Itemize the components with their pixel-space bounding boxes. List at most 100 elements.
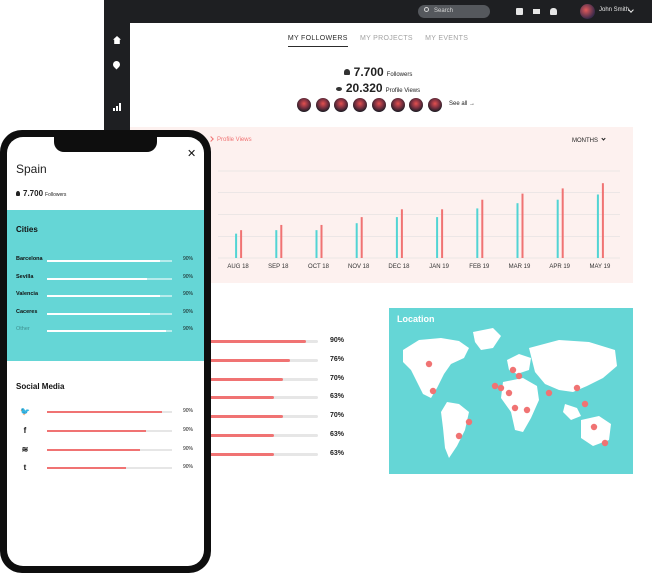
tab-my-projects[interactable]: MY PROJECTS — [359, 35, 413, 42]
location-marker[interactable] — [429, 387, 437, 395]
city-row: Valencia 90% — [16, 291, 196, 299]
bar-fill — [200, 434, 275, 437]
bar-track — [200, 340, 318, 343]
twitter-icon: 🐦 — [20, 407, 30, 416]
home-icon[interactable] — [113, 36, 121, 44]
bar-value: 70% — [330, 374, 345, 382]
x-tick-label: JAN 19 — [429, 264, 449, 270]
followers-label: Followers — [386, 72, 413, 78]
followers-count: 7.700 — [353, 65, 384, 79]
city-name: Sevilla — [16, 273, 34, 280]
chart-bar — [355, 223, 358, 258]
social-row: f 90% — [20, 426, 200, 436]
location-marker[interactable] — [425, 360, 433, 368]
x-tick-label: MAR 19 — [509, 264, 531, 270]
bar-value: 70% — [330, 412, 345, 420]
city-row: Caceres 90% — [16, 309, 196, 317]
chart-bar — [436, 217, 439, 258]
follower-avatar[interactable] — [409, 98, 424, 112]
bar-value: 76% — [330, 355, 345, 363]
location-marker[interactable] — [545, 389, 553, 397]
follower-avatar[interactable] — [427, 98, 442, 112]
landmass — [403, 338, 469, 398]
location-marker[interactable] — [511, 404, 519, 412]
bar-fill — [200, 415, 283, 419]
follower-avatar[interactable] — [371, 98, 386, 112]
user-avatar[interactable] — [580, 4, 595, 19]
follower-avatar[interactable] — [297, 98, 311, 112]
location-marker[interactable] — [509, 366, 517, 374]
city-value: 90% — [183, 291, 194, 297]
mail-icon[interactable] — [533, 9, 540, 14]
social-row: t 90% — [20, 463, 200, 473]
close-icon[interactable]: ✕ — [187, 148, 197, 160]
bar-track — [200, 452, 318, 456]
bar-fill — [200, 452, 275, 456]
stats-icon[interactable] — [113, 103, 121, 111]
chart-bar — [516, 203, 519, 258]
social-bar-track — [47, 429, 172, 432]
eye-icon — [335, 87, 342, 91]
bar-fill — [200, 358, 290, 362]
location-marker[interactable] — [515, 372, 523, 380]
location-marker[interactable] — [497, 384, 505, 392]
city-name: Other — [16, 326, 30, 332]
user-name[interactable]: John Smith — [599, 7, 630, 13]
follower-avatar[interactable] — [334, 98, 349, 112]
social-value: 90% — [183, 426, 194, 433]
x-tick-label: DEC 18 — [388, 264, 410, 270]
views-chart-panel: AUG 18 SEP 18 OCT 18 NOV 18 DEC 18 JAN 19 FEB … — [130, 127, 633, 283]
tabs: MY FOLLOWERS MY PROJECTS MY EVENTS — [104, 35, 652, 47]
chart-bar — [400, 209, 403, 258]
calendar-icon[interactable] — [516, 8, 523, 15]
x-tick-label: AUG 18 — [227, 264, 249, 270]
location-panel: Location — [389, 308, 633, 474]
location-marker[interactable] — [601, 439, 609, 447]
x-tick-label: NOV 18 — [348, 264, 370, 270]
social-bar-track — [47, 411, 172, 413]
x-tick-label: SEP 18 — [268, 264, 289, 270]
location-marker[interactable] — [505, 389, 513, 397]
search-input[interactable]: Search — [418, 5, 490, 18]
location-marker[interactable] — [455, 432, 463, 440]
profile-views-legend[interactable]: Profile Views — [208, 136, 252, 143]
location-marker[interactable] — [491, 382, 499, 390]
tab-my-events[interactable]: MY EVENTS — [425, 35, 469, 42]
cities-panel: Cities Barcelona 90% Sevilla 90% Valencia 90%… — [7, 210, 204, 361]
chart-bar — [556, 199, 559, 258]
chart-bar — [561, 188, 564, 258]
bar-track — [200, 434, 318, 437]
location-marker[interactable] — [573, 384, 581, 392]
country-followers: 7.700 Followers — [16, 189, 66, 198]
city-name: Caceres — [16, 308, 38, 315]
chart-bar — [240, 230, 243, 258]
top-navbar: Search John Smith — [104, 0, 652, 23]
views-stat: 20.320 Profile Views — [104, 79, 652, 97]
social-row: ≋ 90% — [20, 445, 200, 455]
follower-avatar[interactable] — [353, 98, 368, 112]
follower-avatar[interactable] — [390, 98, 405, 112]
chevron-down-icon[interactable] — [628, 7, 634, 13]
x-tick-label: MAY 19 — [590, 264, 611, 270]
see-all-link[interactable]: See all → — [449, 101, 475, 107]
follower-avatar[interactable] — [315, 98, 330, 112]
city-bar-fill — [47, 277, 147, 280]
world-map — [403, 328, 617, 458]
person-icon — [16, 191, 20, 196]
location-marker[interactable] — [590, 423, 598, 431]
city-value: 90% — [183, 308, 194, 315]
location-marker[interactable] — [465, 418, 473, 426]
tab-my-followers[interactable]: MY FOLLOWERS — [287, 35, 348, 47]
location-marker[interactable] — [581, 400, 589, 408]
period-dropdown[interactable]: MONTHS — [572, 136, 606, 144]
chevron-down-icon — [601, 136, 606, 141]
x-tick-label: APR 19 — [549, 264, 570, 270]
bar-value: 63% — [330, 449, 345, 457]
location-marker[interactable] — [523, 406, 531, 414]
views-bar-chart: AUG 18 SEP 18 OCT 18 NOV 18 DEC 18 JAN 19 FEB … — [218, 170, 620, 270]
bell-icon[interactable] — [550, 8, 557, 15]
spotify-icon: ≋ — [21, 444, 29, 454]
city-bar-fill — [47, 260, 160, 262]
person-icon — [343, 69, 350, 75]
country-followers-count: 7.700 — [23, 189, 44, 198]
